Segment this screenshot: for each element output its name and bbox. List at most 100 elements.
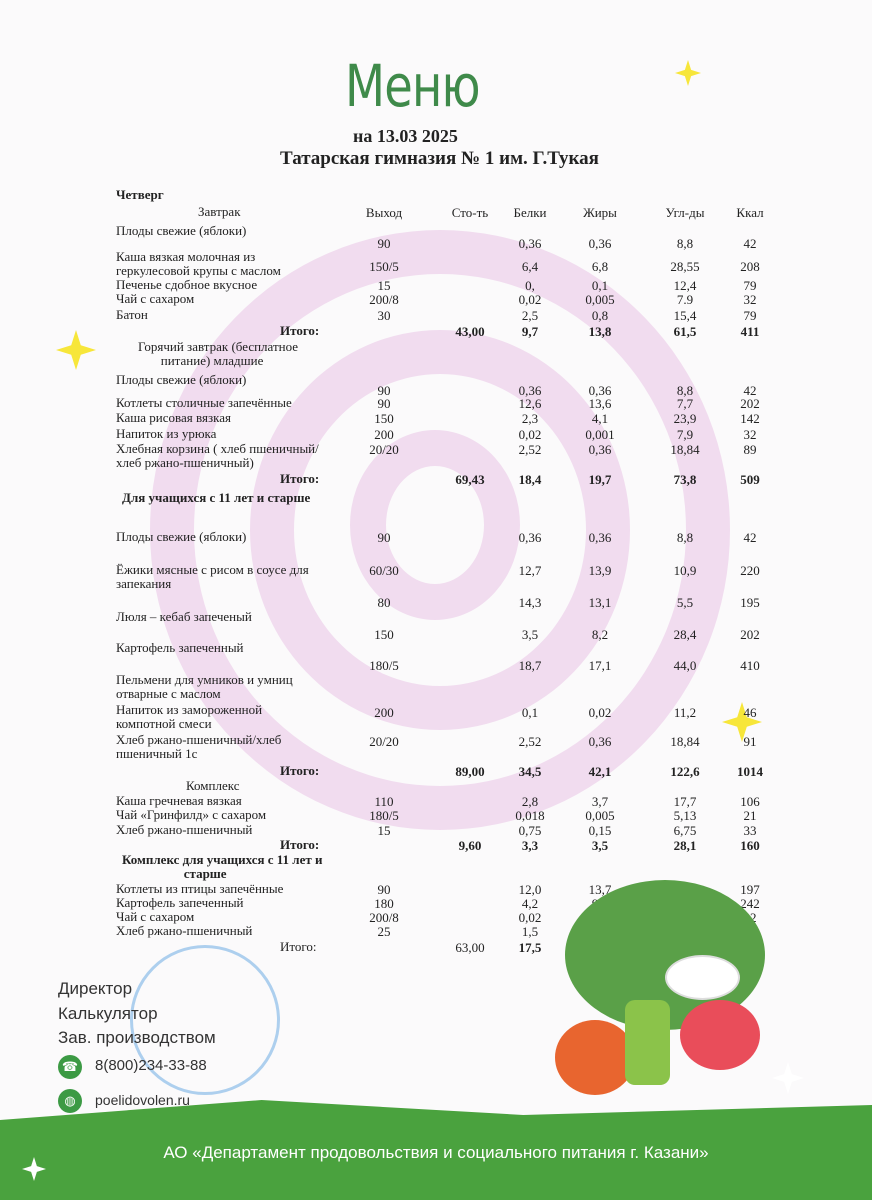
star-icon [56, 330, 96, 370]
cell-yield: 25 [377, 924, 391, 939]
cell-cost: 9,60 [458, 838, 482, 853]
cell-protein: 0,02 [518, 910, 542, 925]
cell-yield: 150/5 [369, 259, 399, 274]
cell-protein: 18,7 [518, 658, 542, 673]
cell-yield: 90 [377, 530, 391, 545]
cell-fat: 4,1 [591, 411, 609, 426]
cell-fat: 3,7 [591, 794, 609, 809]
cell-kcal: 202 [740, 396, 760, 411]
cell-yield: 90 [377, 383, 391, 398]
globe-icon: ◍ [58, 1089, 82, 1113]
cell-cost: 69,43 [455, 472, 485, 487]
star-icon [675, 60, 701, 86]
cell-fat: 13,1 [588, 595, 612, 610]
website-link[interactable]: poelidovolen.ru [95, 1092, 190, 1108]
cell-protein: 0,36 [518, 236, 542, 251]
cell-carbs: 73,8 [673, 472, 697, 487]
footer-organization: АО «Департамент продовольствия и социаль… [163, 1143, 709, 1162]
cell-kcal: 142 [740, 411, 760, 426]
cell-kcal: 202 [740, 627, 760, 642]
cell-kcal: 1014 [737, 764, 763, 779]
section-title: Горячий завтрак (бесплатное питание) мла… [138, 339, 299, 368]
dish-name: Каша вязкая молочная из геркулесовой кру… [116, 249, 281, 278]
cell-kcal: 509 [740, 472, 760, 487]
cell-yield: 15 [377, 278, 391, 293]
cell-carbs: 7,7 [676, 396, 694, 411]
cell-carbs: 28,4 [673, 627, 697, 642]
cell-protein: 0,36 [518, 383, 542, 398]
dish-name: Плоды свежие (яблоки) [116, 372, 247, 387]
cell-carbs: 28,55 [670, 259, 700, 274]
dish-name: Картофель запеченный [116, 895, 244, 910]
cell-fat: 3,5 [591, 838, 609, 853]
cell-protein: 2,52 [518, 442, 542, 457]
cell-protein: 12,7 [518, 563, 542, 578]
star-icon [772, 1062, 804, 1094]
cell-protein: 18,4 [518, 472, 542, 487]
cell-kcal: 106 [740, 794, 760, 809]
cell-kcal: 33 [743, 823, 757, 838]
cell-kcal: 91 [743, 734, 757, 749]
cell-carbs: 18,84 [670, 442, 700, 457]
dish-name: Батон [116, 307, 148, 322]
section-title: Завтрак [198, 204, 241, 219]
cell-kcal: 411 [740, 324, 760, 339]
cell-cost: 63,00 [455, 940, 485, 955]
cell-protein: 0,018 [515, 808, 545, 823]
cell-yield: 90 [377, 396, 391, 411]
dish-name: Чай с сахаром [116, 909, 195, 924]
production-label: Зав. производством [58, 1028, 216, 1047]
dish-name: Печенье сдобное вкусное [116, 277, 258, 292]
cell-yield: 180/5 [369, 808, 399, 823]
dish-name: Хлеб ржано-пшеничный/хлеб пшеничный 1с [116, 732, 282, 761]
cell-protein: 4,2 [521, 896, 539, 911]
cell-kcal: 208 [740, 259, 760, 274]
total-label: Итого: [280, 763, 320, 778]
dish-name: Хлеб ржано-пшеничный [116, 923, 253, 938]
dish-name: Пельмени для умников и умниц отварные с … [116, 672, 293, 701]
dish-name: Плоды свежие (яблоки) [116, 223, 247, 238]
cell-fat: 0,36 [588, 383, 612, 398]
cell-carbs: 15,4 [673, 308, 697, 323]
cell-yield: 150 [374, 411, 394, 426]
cell-protein: 0,36 [518, 530, 542, 545]
cell-fat: 0,15 [588, 823, 612, 838]
cell-kcal: 242 [740, 896, 760, 911]
cell-protein: 2,8 [521, 794, 539, 809]
column-header: Выход [365, 205, 403, 220]
cell-protein: 17,5 [518, 940, 542, 955]
dish-name: Люля – кебаб запеченый [116, 609, 252, 624]
column-header: Жиры [583, 205, 617, 220]
cell-kcal: 21 [743, 808, 757, 823]
cell-carbs: 23,9 [673, 411, 697, 426]
cell-protein: 2,3 [521, 411, 539, 426]
dish-name: Картофель запеченный [116, 640, 244, 655]
cell-fat: 0,36 [588, 236, 612, 251]
cell-carbs: 8,8 [676, 236, 694, 251]
cell-protein: 12,6 [518, 396, 542, 411]
cell-carbs: 18,84 [670, 734, 700, 749]
cell-kcal: 197 [740, 882, 760, 897]
cell-protein: 2,5 [521, 308, 539, 323]
director-label: Директор [58, 979, 133, 998]
dish-name: Напиток из урюка [116, 426, 217, 441]
cell-yield: 90 [377, 882, 391, 897]
cell-fat: 0,02 [588, 705, 612, 720]
total-label: Итого: [280, 939, 317, 954]
cell-yield: 60/30 [369, 563, 399, 578]
column-header: Сто-ть [451, 205, 489, 220]
dish-name: Чай «Гринфилд» с сахаром [116, 807, 267, 822]
cell-yield: 200 [374, 427, 394, 442]
cell-yield: 200/8 [369, 910, 399, 925]
column-header: Угл-ды [665, 205, 705, 220]
cell-fat: 6,8 [591, 259, 609, 274]
cell-fat: 0,36 [588, 442, 612, 457]
cell-carbs: 28,1 [673, 838, 697, 853]
phone-number: 8(800)234-33-88 [95, 1057, 207, 1074]
section-title: Комплекс для учащихся с 11 лет и старше [122, 852, 323, 881]
dish-name: Ёжики мясные с рисом в соусе для запекан… [116, 562, 309, 591]
cell-kcal: 410 [740, 658, 760, 673]
cell-protein: 0,02 [518, 292, 542, 307]
cell-fat: 13,8 [588, 324, 612, 339]
dish-name: Котлеты из птицы запечённые [116, 881, 284, 896]
